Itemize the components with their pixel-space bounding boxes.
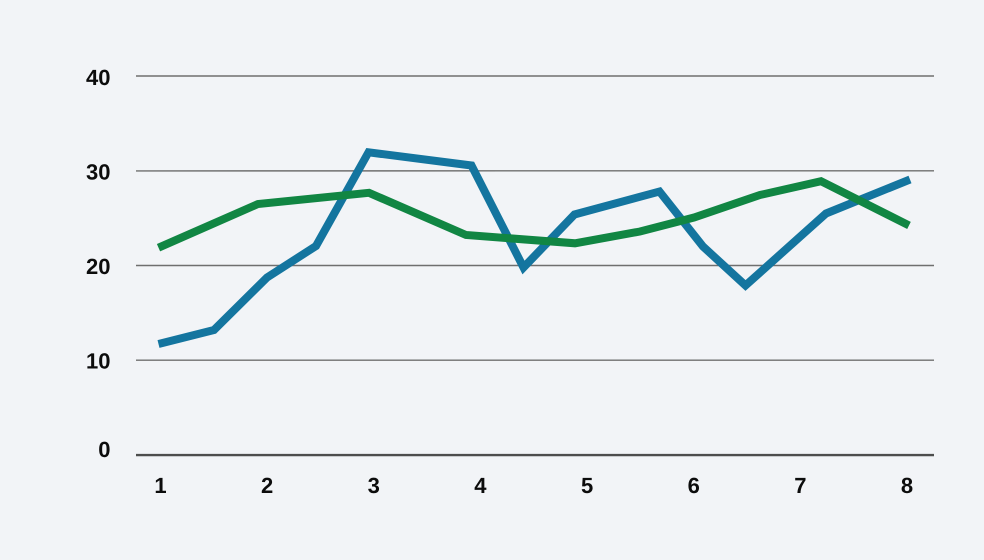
svg-text:2: 2: [261, 473, 273, 498]
svg-text:1: 1: [154, 473, 166, 498]
svg-text:7: 7: [794, 473, 806, 498]
svg-text:6: 6: [688, 473, 700, 498]
svg-text:4: 4: [474, 473, 487, 498]
svg-text:10: 10: [86, 349, 110, 374]
svg-text:3: 3: [368, 473, 380, 498]
svg-text:30: 30: [86, 159, 110, 184]
svg-text:0: 0: [98, 437, 110, 462]
svg-text:20: 20: [86, 254, 110, 279]
svg-text:5: 5: [581, 473, 593, 498]
svg-text:8: 8: [901, 473, 913, 498]
svg-text:40: 40: [86, 65, 110, 90]
